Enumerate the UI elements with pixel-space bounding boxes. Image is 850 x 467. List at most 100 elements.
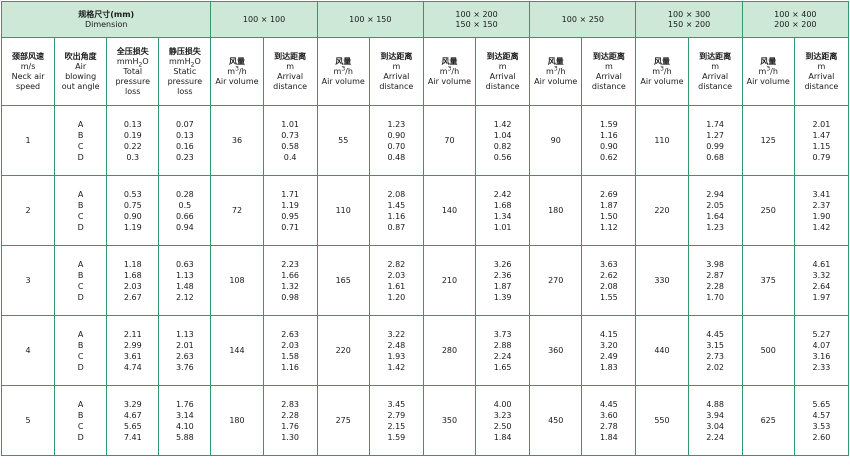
air-volume-cell: 210 (422, 245, 477, 316)
size-header-1: 100 × 100 (210, 1, 318, 38)
arrival-distance-cell-value: 1.19 (281, 200, 300, 210)
arrival-distance-cell-value: 0.4 (283, 152, 297, 162)
arrival-distance-cell-value: 0.95 (281, 211, 300, 221)
dimension-header-zh: 规格尺寸(mm) (78, 9, 135, 19)
arrival-distance-cell-value: 0.68 (706, 152, 725, 162)
dimension-header-en: Dimension (84, 19, 128, 29)
arrival-distance-cell-value: 3.32 (812, 270, 831, 280)
arrival-distance-header: 到达距离 m Arrival distance (475, 37, 531, 106)
arrival-distance-cell: 2.83 2.28 1.76 1.30 (262, 385, 318, 456)
arrival-distance-cell-value: 2.48 (387, 340, 406, 350)
air-volume-unit: m3/h (333, 64, 353, 76)
arrival-distance-cell-value: 1.32 (281, 281, 300, 291)
static-loss-cell-value: 0.66 (175, 211, 194, 221)
blow-angle-zh: 吹出角度 (64, 51, 97, 61)
arrival-distance-header: 到达距离 m Arrival distance (581, 37, 637, 106)
static-loss-cell: 1.13 2.01 2.63 3.76 (158, 315, 212, 386)
arrival-zh: 到达距离 (274, 51, 307, 61)
air-volume-cell: 125 (741, 105, 795, 176)
arrival-distance-cell-value: 2.01 (812, 119, 831, 129)
arrival-distance-header: 到达距离 m Arrival distance (368, 37, 424, 106)
arrival-en1: Arrival (702, 71, 729, 81)
blow-angle-cell-value: A (77, 329, 84, 339)
total-loss-cell-value: 1.68 (123, 270, 142, 280)
total-loss-cell-value: 4.74 (123, 362, 142, 372)
air-volume-zh: 风量 (228, 56, 245, 66)
air-volume-cell: 72 (210, 175, 264, 246)
arrival-distance-cell-value: 2.78 (599, 421, 618, 431)
arrival-distance-cell-value: 1.34 (493, 211, 512, 221)
arrival-distance-cell-value: 1.66 (281, 270, 300, 280)
arrival-distance-cell-value: 2.15 (387, 421, 406, 431)
neck-speed-cell: 1 (0, 105, 56, 176)
total-loss-header: 全压损失 mmH2O Total pressure loss (106, 37, 160, 106)
arrival-distance-cell-value: 1.12 (599, 222, 618, 232)
arrival-distance-cell: 2.63 2.03 1.58 1.16 (262, 315, 318, 386)
arrival-en1: Arrival (277, 71, 304, 81)
air-volume-unit: m3/h (227, 64, 247, 76)
arrival-distance-cell: 2.82 2.03 1.61 1.20 (368, 245, 424, 316)
air-volume-unit-suffix: /h (557, 66, 566, 76)
air-volume-cell: 440 (635, 315, 689, 386)
arrival-distance-cell-value: 1.58 (281, 351, 300, 361)
arrival-distance-cell-value: 0.98 (281, 292, 300, 302)
blow-angle-header: 吹出角度 Air blowing out angle (54, 37, 108, 106)
air-volume-zh: 风量 (760, 56, 777, 66)
air-volume-unit-base: m (439, 66, 448, 76)
size-header-5-line2: 150 × 200 (667, 19, 711, 29)
size-header-1-line1: 100 × 100 (242, 14, 286, 24)
blow-angle-cell-value: B (77, 410, 84, 420)
arrival-distance-cell-value: 2.28 (706, 281, 725, 291)
size-header-4: 100 × 250 (529, 1, 637, 38)
size-header-2-line1: 100 × 150 (349, 14, 392, 24)
arrival-distance-cell-value: 2.82 (387, 259, 406, 269)
blow-angle-cell-value: A (77, 189, 84, 199)
arrival-distance-cell-value: 1.55 (599, 292, 618, 302)
arrival-distance-cell-value: 2.24 (706, 432, 725, 442)
arrival-distance-cell-value: 3.94 (706, 410, 725, 420)
arrival-distance-cell-value: 4.61 (812, 259, 831, 269)
arrival-distance-cell-value: 2.73 (706, 351, 725, 361)
static-loss-cell-value: 2.63 (175, 351, 194, 361)
static-loss-cell-value: 3.76 (175, 362, 194, 372)
static-loss-header: 静压损失 mmH2O Static pressure loss (158, 37, 212, 106)
air-volume-cell: 110 (316, 175, 370, 246)
arrival-distance-cell-value: 1.65 (493, 362, 512, 372)
arrival-en1: Arrival (489, 71, 516, 81)
static-loss-unit-text: mmH (169, 56, 191, 66)
arrival-distance-cell-value: 0.87 (387, 222, 406, 232)
table-row: 1 A B C D 0.13 0.19 0.22 0.3 0.07 0.13 0.16 0.23 36 1.… (0, 105, 850, 176)
arrival-distance-cell-value: 1.71 (281, 189, 300, 199)
air-volume-en: Air volume (215, 76, 259, 86)
air-volume-unit: m3/h (652, 64, 672, 76)
arrival-distance-cell-value: 1.30 (281, 432, 300, 442)
total-loss-cell-value: 5.65 (123, 421, 142, 431)
arrival-distance-cell-value: 1.87 (599, 200, 618, 210)
arrival-distance-cell-value: 2.08 (387, 189, 406, 199)
air-volume-en: Air volume (321, 76, 365, 86)
blow-angle-cell-value: D (77, 432, 84, 442)
table-row: 3 A B C D 1.18 1.68 2.03 2.67 0.63 1.13 1.48 2.12 108… (0, 245, 850, 316)
arrival-distance-cell-value: 1.70 (706, 292, 725, 302)
arrival-zh: 到达距离 (592, 51, 625, 61)
arrival-distance-cell-value: 2.05 (706, 200, 725, 210)
header-row-columns: 颈部风速 m/s Neck air speed 吹出角度 Air blowing… (0, 37, 850, 106)
static-loss-cell-value: 1.13 (175, 329, 194, 339)
arrival-unit: m (817, 61, 826, 71)
air-volume-unit-base: m (227, 66, 236, 76)
arrival-distance-cell-value: 1.16 (599, 130, 618, 140)
arrival-distance-cell-value: 2.79 (387, 410, 406, 420)
arrival-distance-cell-value: 0.90 (387, 130, 406, 140)
header-row-dimension: 规格尺寸(mm) Dimension 100 × 100 100 × 150 1… (0, 1, 850, 38)
dimension-header: 规格尺寸(mm) Dimension (0, 1, 212, 38)
arrival-distance-cell-value: 1.23 (706, 222, 725, 232)
arrival-distance-cell-value: 0.79 (812, 152, 831, 162)
arrival-distance-cell-value: 3.53 (812, 421, 831, 431)
arrival-distance-cell-value: 2.24 (493, 351, 512, 361)
air-volume-zh: 风量 (335, 56, 352, 66)
total-loss-unit-text: mmH (116, 56, 139, 66)
static-loss-cell-value: 0.13 (175, 130, 194, 140)
arrival-distance-cell: 2.08 1.45 1.16 0.87 (368, 175, 424, 246)
static-loss-cell-value: 1.76 (175, 399, 194, 409)
size-header-3-line2: 150 × 150 (455, 19, 498, 29)
